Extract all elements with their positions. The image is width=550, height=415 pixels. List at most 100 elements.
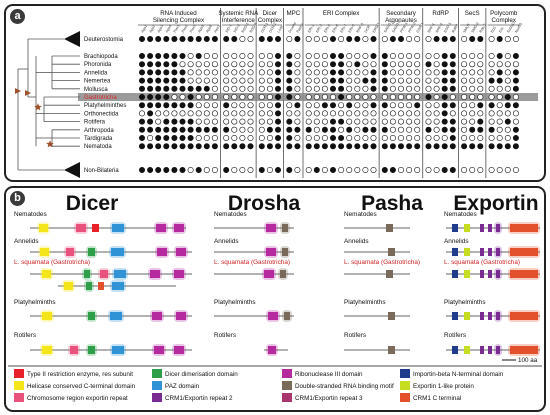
presence-dot [346, 102, 353, 109]
legend-swatch [282, 393, 292, 402]
presence-dot [477, 126, 484, 133]
species-label: Rotifers [444, 332, 466, 339]
presence-dot [286, 143, 293, 150]
protein-domain [42, 270, 51, 278]
presence-dot [286, 77, 293, 84]
absence-dot [346, 52, 353, 59]
protein-domain [66, 248, 74, 256]
absence-dot [294, 52, 301, 59]
absence-dot [477, 69, 484, 76]
presence-dot [274, 135, 281, 142]
column-header: Nurf55 [514, 22, 523, 33]
presence-dot [496, 35, 503, 42]
absence-dot [469, 77, 476, 84]
column-header: ERI-9 [348, 24, 356, 34]
gene-architecture [214, 268, 294, 280]
absence-dot [223, 135, 230, 142]
gene-architecture [30, 344, 192, 356]
absence-dot [433, 118, 440, 125]
absence-dot [496, 167, 503, 174]
presence-dot [496, 143, 503, 150]
absence-dot [321, 118, 328, 125]
presence-dot [425, 94, 432, 101]
presence-dot [329, 85, 336, 92]
column-header: DCR-2 [268, 22, 277, 34]
phylogenetic-tree [15, 31, 80, 178]
absence-dot [321, 69, 328, 76]
absence-dot [461, 85, 468, 92]
absence-dot [187, 110, 194, 117]
presence-dot [286, 126, 293, 133]
presence-dot [449, 126, 456, 133]
absence-dot [389, 110, 396, 117]
absence-dot [239, 85, 246, 92]
column-header: Ago2 [149, 24, 157, 33]
absence-dot [294, 94, 301, 101]
absence-dot [179, 110, 186, 117]
absence-dot [362, 167, 369, 174]
presence-dot [139, 52, 146, 59]
group-title: Polycomb Complex [490, 10, 518, 24]
absence-dot [425, 85, 432, 92]
presence-dot [294, 126, 301, 133]
absence-dot [414, 77, 421, 84]
absence-dot [223, 110, 230, 117]
presence-dot [187, 118, 194, 125]
absence-dot [488, 69, 495, 76]
group-title: MPC [286, 10, 300, 17]
legend-swatch [400, 393, 410, 402]
absence-dot [187, 52, 194, 59]
presence-dot [274, 102, 281, 109]
column-header: SID-1 [225, 24, 233, 34]
presence-dot [362, 126, 369, 133]
gene-architecture [214, 246, 294, 258]
taxon-label: Brachiopoda [84, 54, 118, 60]
presence-dot [171, 77, 178, 84]
presence-dot [469, 143, 476, 150]
absence-dot [313, 61, 320, 68]
absence-dot [449, 94, 456, 101]
absence-dot [488, 52, 495, 59]
absence-dot [354, 135, 361, 142]
absence-dot [381, 110, 388, 117]
presence-dot [195, 85, 202, 92]
column-header: ERI-1 [307, 24, 315, 34]
presence-dot [274, 69, 281, 76]
presence-dot [397, 143, 404, 150]
absence-dot [397, 167, 404, 174]
taxon-label: Phoronida [84, 62, 112, 68]
presence-dot [346, 35, 353, 42]
absence-dot [211, 135, 218, 142]
absence-dot [504, 61, 511, 68]
presence-dot [223, 102, 230, 109]
legend-swatch [14, 393, 24, 402]
absence-dot [321, 94, 328, 101]
protein-domain [280, 270, 286, 278]
absence-dot [389, 69, 396, 76]
absence-dot [504, 135, 511, 142]
presence-dot [171, 135, 178, 142]
presence-dot [139, 69, 146, 76]
group-title: SecS [465, 10, 480, 17]
absence-dot [389, 94, 396, 101]
absence-dot [488, 35, 495, 42]
presence-dot [247, 143, 254, 150]
presence-dot [370, 126, 377, 133]
presence-dot [512, 69, 519, 76]
absence-dot [414, 35, 421, 42]
presence-dot [346, 126, 353, 133]
protein-domain [496, 270, 500, 278]
absence-dot [461, 126, 468, 133]
absence-dot [389, 126, 396, 133]
protein-domain [84, 270, 90, 278]
presence-dot [338, 94, 345, 101]
group-title-line: ERI Complex [323, 10, 360, 17]
protein-domain [464, 224, 470, 232]
absence-dot [258, 118, 265, 125]
absence-dot [258, 61, 265, 68]
legend-swatch [152, 393, 162, 402]
absence-dot [231, 94, 238, 101]
absence-dot [239, 110, 246, 117]
protein-domain [264, 270, 274, 278]
legend-label: PAZ domain [165, 383, 200, 390]
